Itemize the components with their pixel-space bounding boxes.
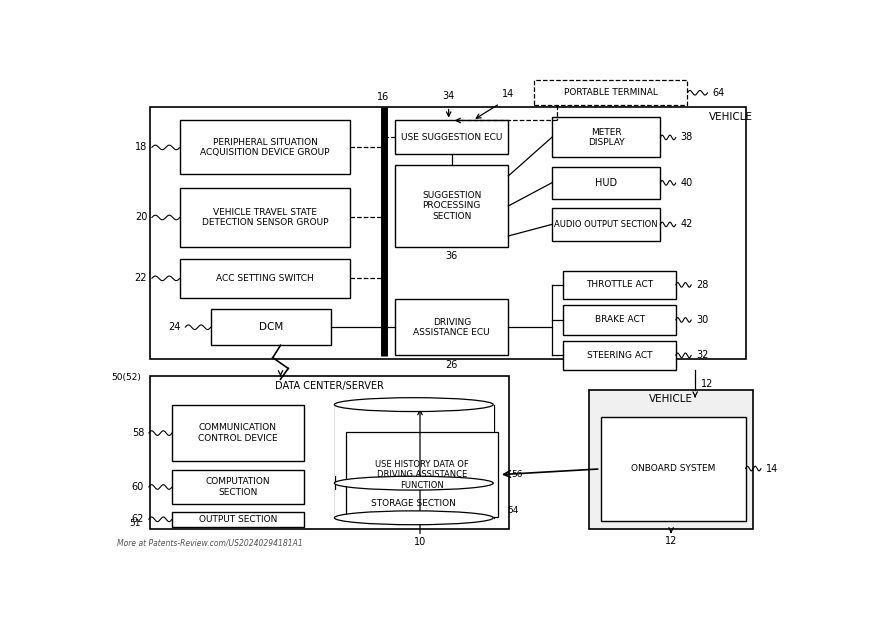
Text: 12: 12 [665,536,678,546]
Bar [563,340,676,370]
Bar [150,106,745,359]
Text: 20: 20 [135,212,147,222]
Text: 42: 42 [680,219,693,230]
Bar [172,405,304,461]
Bar [563,305,676,334]
Text: METER
DISPLAY: METER DISPLAY [588,128,624,147]
Bar [395,121,509,154]
Text: USE HISTORY DATA OF
DRIVING ASSISTANCE
FUNCTION: USE HISTORY DATA OF DRIVING ASSISTANCE F… [375,460,469,490]
Bar [534,80,687,105]
Text: VEHICLE: VEHICLE [649,394,693,404]
Ellipse shape [334,476,493,490]
Text: 12: 12 [700,379,713,389]
Text: PERIPHERAL SITUATION
ACQUISITION DEVICE GROUP: PERIPHERAL SITUATION ACQUISITION DEVICE … [201,138,330,157]
Text: OUTPUT SECTION: OUTPUT SECTION [199,515,277,524]
Bar [552,118,660,157]
Text: COMMUNICATION
CONTROL DEVICE: COMMUNICATION CONTROL DEVICE [198,423,278,443]
Text: 40: 40 [680,178,693,188]
Bar [172,470,304,504]
Text: 18: 18 [135,142,147,152]
Text: 36: 36 [445,251,458,261]
Text: 60: 60 [132,482,144,492]
Text: 30: 30 [696,315,708,325]
Text: HUD: HUD [595,178,617,188]
Text: 16: 16 [378,92,390,102]
Text: 32: 32 [696,350,708,360]
Text: 62: 62 [132,514,144,524]
Text: 14: 14 [502,89,515,98]
Text: DRIVING
ASSISTANCE ECU: DRIVING ASSISTANCE ECU [414,318,490,337]
Bar [600,417,745,521]
Text: 24: 24 [168,322,180,332]
Bar [334,405,494,476]
Bar [563,271,676,299]
Bar [395,165,509,247]
Text: 22: 22 [135,274,147,284]
Ellipse shape [334,397,493,412]
Text: 58: 58 [132,428,144,438]
Text: VEHICLE TRAVEL STATE
DETECTION SENSOR GROUP: VEHICLE TRAVEL STATE DETECTION SENSOR GR… [202,208,328,227]
Bar [150,376,510,529]
Text: STORAGE SECTION: STORAGE SECTION [371,499,456,508]
Text: More at Patents-Review.com/US20240294181A1: More at Patents-Review.com/US20240294181… [117,538,303,547]
Text: 51: 51 [129,519,141,527]
Text: 26: 26 [445,360,458,370]
Bar [180,188,350,247]
Ellipse shape [334,511,493,525]
Bar [334,490,494,518]
Text: VEHICLE: VEHICLE [709,111,753,121]
Text: 50(52): 50(52) [111,373,141,382]
Text: DCM: DCM [259,322,283,332]
Text: AUDIO OUTPUT SECTION: AUDIO OUTPUT SECTION [554,220,658,229]
Text: 28: 28 [696,280,708,290]
Text: DATA CENTER/SERVER: DATA CENTER/SERVER [275,381,384,391]
Bar [552,208,660,241]
Bar [552,167,660,199]
Bar [180,121,350,175]
Text: ACC SETTING SWITCH: ACC SETTING SWITCH [216,274,314,283]
Text: STEERING ACT: STEERING ACT [587,351,652,360]
Bar [180,259,350,298]
Text: THROTTLE ACT: THROTTLE ACT [586,280,653,289]
Text: 54: 54 [508,506,519,516]
Bar [347,432,497,517]
Text: 56: 56 [511,470,523,479]
Text: ONBOARD SYSTEM: ONBOARD SYSTEM [631,464,715,474]
Text: 38: 38 [680,132,693,142]
Text: BRAKE ACT: BRAKE ACT [595,316,645,324]
Text: 64: 64 [712,88,724,98]
Bar [210,309,331,345]
Text: COMPUTATION
SECTION: COMPUTATION SECTION [206,477,270,496]
Bar [395,299,509,355]
Text: 34: 34 [443,91,455,101]
Text: 10: 10 [414,537,426,547]
Text: SUGGESTION
PROCESSING
SECTION: SUGGESTION PROCESSING SECTION [422,191,481,221]
Text: USE SUGGESTION ECU: USE SUGGESTION ECU [401,133,502,142]
Bar [172,512,304,527]
Text: PORTABLE TERMINAL: PORTABLE TERMINAL [564,89,657,97]
Bar [589,390,753,529]
Text: 14: 14 [766,464,778,474]
